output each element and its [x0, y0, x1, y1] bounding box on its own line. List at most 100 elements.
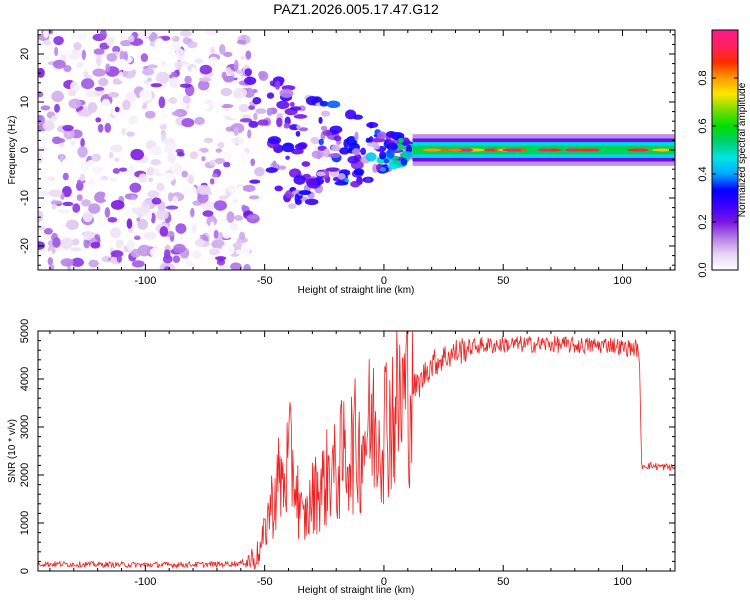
spectrogram-cell [404, 151, 413, 159]
spectrogram-y-ticks: -20 -10 0 10 20 [19, 34, 675, 266]
spectrogram-cell [354, 131, 359, 142]
spectrogram-cell [75, 181, 84, 192]
spectrogram-y-label: Frequency (Hz) [7, 116, 18, 185]
spectrogram-cell [104, 191, 110, 201]
spectrogram-cell [115, 239, 125, 249]
spectrogram-cell [565, 148, 574, 152]
spectrogram-cell [422, 148, 442, 152]
spectrogram-cell [200, 32, 208, 39]
spectrogram-cell [70, 247, 82, 252]
spectrogram-cell [240, 244, 251, 255]
spectrogram-cell [41, 47, 49, 53]
spectrogram-cell [128, 115, 138, 125]
spectrogram-cell [236, 46, 247, 53]
spectrogram-cell [51, 90, 64, 102]
spectrogram-cell [322, 129, 333, 136]
spectrogram-cell [41, 56, 51, 64]
snr-x-label: Height of straight line (km) [298, 585, 415, 596]
spectrogram-cell [109, 227, 122, 239]
spectrogram-cell [105, 63, 111, 73]
spectrogram-cell [281, 142, 295, 153]
spectrogram-cell [167, 97, 178, 104]
spectrogram-cell [92, 68, 106, 77]
spectrogram-cell [182, 95, 191, 104]
snr-y-label: SNR (10 * v/v) [7, 419, 18, 483]
snr-y-tick-label: 2000 [19, 463, 31, 487]
spectrogram-cell [294, 193, 300, 203]
spectrogram-cell [90, 241, 101, 249]
spectrogram-cell [97, 123, 104, 133]
spectrogram-cell [219, 43, 226, 55]
spectrogram-cell [47, 257, 54, 266]
spectrogram-cell [218, 257, 224, 263]
spectrogram-cell [179, 30, 192, 37]
spectrogram-cell [265, 167, 278, 173]
spectrogram-cell [250, 158, 256, 167]
spectrogram-cell [110, 199, 125, 210]
spectrogram-cell [221, 71, 227, 80]
spectrogram-cell [214, 158, 226, 165]
spectrogram-cell [91, 165, 104, 174]
spectrogram-cell [168, 263, 176, 270]
spectrogram-cell [589, 148, 599, 152]
spectrogram-cell [56, 138, 66, 143]
spectrogram-cell [109, 177, 118, 183]
spectrogram-cell [100, 175, 109, 181]
spectrogram-y-tick-label: 0 [19, 147, 31, 153]
spectrogram-cell [228, 222, 238, 231]
spectrogram-cell [247, 129, 252, 139]
spectrogram-cell [155, 209, 169, 221]
spectrogram-cell [206, 215, 217, 227]
spectrogram-cell [144, 200, 152, 205]
spectrogram-cell [131, 260, 145, 268]
spectrogram-cell [190, 207, 195, 218]
spectrogram-cell [347, 156, 359, 164]
spectrogram-cell [248, 120, 259, 128]
spectrogram-cell [343, 138, 350, 149]
spectrogram-cell [192, 250, 202, 260]
spectrogram-cell [71, 238, 80, 246]
spectrogram-cell [233, 59, 239, 72]
spectrogram-cell [118, 71, 124, 82]
spectrogram-cell [365, 137, 371, 143]
spectrogram-cell [80, 137, 85, 148]
spectrogram-cell [82, 210, 93, 223]
spectrogram-cell [81, 49, 87, 60]
spectrogram-cell [42, 120, 55, 131]
spectrogram-cell [197, 80, 210, 91]
spectrogram-cell [223, 51, 233, 58]
spectrogram-cell [255, 108, 267, 114]
spectrogram-cell [93, 48, 105, 55]
spectrogram-cell [172, 35, 180, 43]
spectrogram-cell [116, 255, 122, 263]
spectrogram-cell [68, 89, 76, 97]
spectrogram-x-tick-label: -100 [134, 275, 156, 287]
spectrogram-cell [373, 144, 381, 150]
spectrogram-cell [285, 155, 290, 160]
snr-y-tick-label: 4000 [19, 367, 31, 391]
spectrogram-cell [243, 87, 255, 98]
spectrogram-cell [167, 192, 173, 202]
spectrogram-cell [148, 31, 158, 43]
spectrogram-cell [244, 76, 257, 85]
spectrogram-cell [59, 49, 73, 56]
spectrogram-cell [47, 176, 56, 182]
snr-y-tick-label: 0 [19, 568, 31, 574]
spectrogram-cell [38, 67, 45, 78]
spectrogram-cell [227, 185, 237, 194]
spectrogram-cell [38, 262, 43, 269]
colorbar-tick-label: 0.8 [697, 70, 709, 85]
snr-series-line [38, 331, 675, 570]
spectrogram-cell [101, 98, 111, 111]
spectrogram-cell [209, 248, 220, 256]
spectrogram-cell [38, 153, 44, 165]
spectrogram-cell [120, 39, 132, 47]
spectrogram-cell [149, 247, 161, 258]
spectrogram-cell [233, 126, 239, 137]
spectrogram-cell [98, 222, 109, 229]
spectrogram-cell [218, 195, 229, 200]
spectrogram-cell [197, 192, 209, 204]
spectrogram-cell [163, 142, 177, 154]
spectrogram-cell [386, 148, 395, 159]
